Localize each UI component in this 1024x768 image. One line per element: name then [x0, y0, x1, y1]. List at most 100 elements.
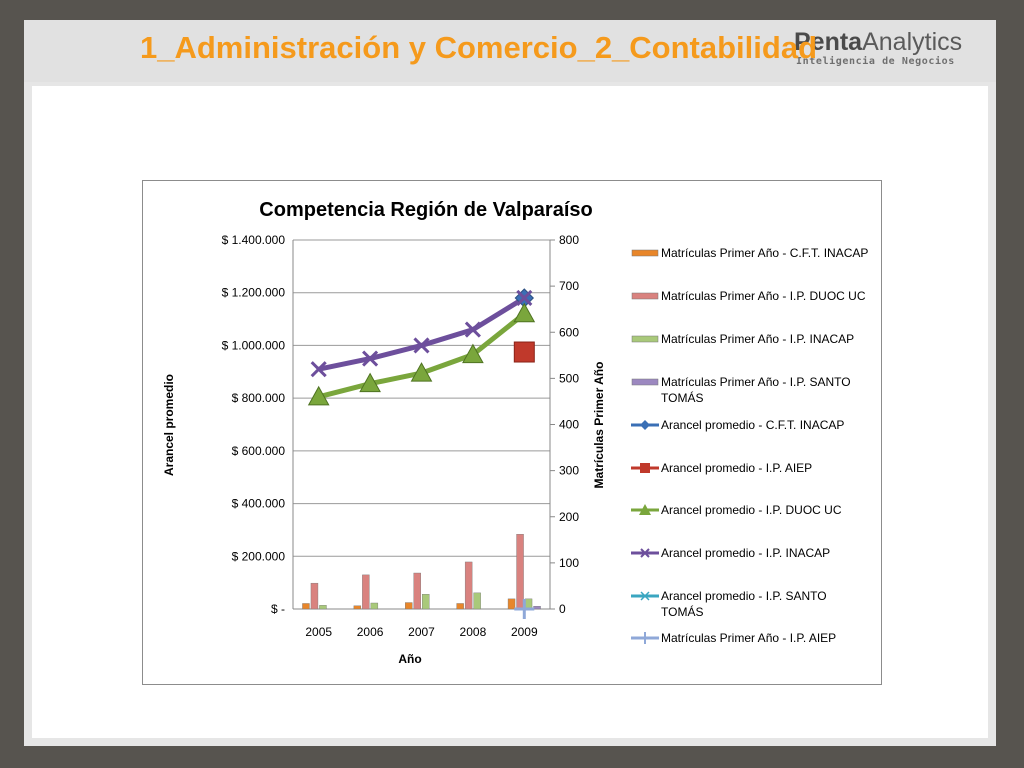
chart-gridlines	[293, 239, 550, 610]
chart-axes	[292, 239, 555, 610]
bar	[302, 603, 310, 610]
legend-marker	[639, 504, 651, 515]
legend-marker	[640, 591, 650, 601]
y2-tick-label: 700	[559, 279, 579, 293]
point-marker	[307, 385, 330, 406]
legend-swatch	[631, 378, 659, 386]
y2-tick-label: 500	[559, 371, 579, 385]
legend-label: Arancel promedio - I.P. INACAP	[661, 546, 831, 560]
bar	[473, 592, 481, 610]
bar	[319, 605, 327, 610]
legend-swatch	[631, 420, 659, 430]
legend-label: Arancel promedio - I.P. SANTO TOMÁS	[661, 589, 827, 619]
bar	[456, 603, 464, 610]
chart-container: Competencia Región de Valparaíso $ - $ 20…	[142, 180, 882, 685]
slide-header	[24, 20, 996, 82]
bar	[464, 561, 473, 610]
bar	[370, 602, 379, 610]
legend-label: Matrículas Primer Año - I.P. INACAP	[661, 332, 855, 346]
bar	[362, 574, 370, 610]
y2-tick-label: 600	[559, 325, 579, 339]
bar	[507, 598, 516, 610]
bar	[413, 572, 421, 610]
point-marker	[464, 321, 481, 338]
legend-swatch	[631, 504, 659, 515]
bar	[533, 606, 541, 610]
legend-swatch	[631, 292, 659, 300]
point-marker	[410, 362, 433, 382]
legend-label: Arancel promedio - I.P. AIEP	[661, 461, 813, 475]
point-marker	[359, 372, 381, 393]
point-marker	[513, 341, 535, 363]
legend-label: Matrículas Primer Año - I.P. SANTO TOMÁS	[661, 375, 851, 405]
series-line	[318, 295, 526, 372]
slide-title: 1_Administración y Comercio_2_Contabilid…	[140, 30, 818, 65]
y-tick-label: $ 200.000	[232, 549, 286, 563]
slide: PentaAnalytics Inteligencia de Negocios …	[24, 20, 996, 746]
y2-tick-label: 100	[559, 556, 579, 570]
point-marker	[462, 343, 484, 364]
x-tick-label: 2009	[511, 625, 538, 639]
point-marker	[362, 350, 379, 367]
logo-bold-part: Penta	[794, 28, 863, 56]
legend-swatch	[631, 335, 659, 343]
y-tick-label: $ 1.000.000	[222, 338, 286, 352]
legend-label: Arancel promedio - I.P. DUOC UC	[661, 503, 842, 517]
legend-label: Matrículas Primer Año - I.P. AIEP	[661, 631, 837, 645]
y-tick-label: $ -	[271, 602, 285, 616]
legend-bar-swatch	[631, 249, 659, 257]
chart-svg: Competencia Región de Valparaíso $ - $ 20…	[162, 199, 606, 666]
point-marker	[310, 361, 327, 378]
legend-marker	[640, 463, 650, 473]
chart-tick-labels: $ - $ 200.000 $ 400.000 $ 600.000 $ 800.000 $…	[222, 233, 580, 639]
y-tick-label: $ 1.400.000	[222, 233, 286, 247]
x-tick-label: 2005	[305, 625, 332, 639]
x-tick-label: 2008	[460, 625, 487, 639]
legend-bar-swatch	[631, 292, 659, 300]
point-marker	[513, 302, 536, 323]
y2-tick-label: 0	[559, 602, 566, 616]
y2-tick-label: 800	[559, 233, 579, 247]
y2-tick-label: 200	[559, 510, 579, 524]
bar	[422, 594, 430, 610]
y2-tick-label: 300	[559, 464, 579, 478]
y-tick-label: $ 600.000	[232, 444, 286, 458]
series-line	[318, 311, 526, 400]
bar	[405, 602, 413, 610]
logo-tagline: Inteligencia de Negocios	[796, 56, 955, 67]
point-marker	[516, 289, 533, 307]
point-marker	[413, 337, 430, 354]
y2-axis-label: Matrículas Primer Año	[592, 362, 606, 489]
x-axis-label: Año	[398, 652, 421, 666]
bar	[310, 582, 319, 610]
legend-swatch	[631, 463, 659, 473]
chart-lines	[307, 288, 536, 619]
legend-bar-swatch	[631, 335, 659, 343]
bar	[353, 605, 362, 610]
logo-wordmark: PentaAnalytics	[794, 28, 962, 56]
y-tick-label: $ 1.200.000	[222, 286, 286, 300]
bar	[524, 598, 533, 610]
x-tick-label: 2006	[357, 625, 384, 639]
legend-swatch	[631, 632, 659, 644]
x-tick-label: 2007	[408, 625, 435, 639]
y-axis-label: Arancel promedio	[162, 374, 176, 476]
legend-label: Matrículas Primer Año - C.F.T. INACAP	[661, 246, 869, 260]
legend-label: Arancel promedio - C.F.T. INACAP	[661, 418, 845, 432]
y-tick-label: $ 400.000	[232, 497, 286, 511]
y2-tick-label: 400	[559, 418, 579, 432]
legend-label: Matrículas Primer Año - I.P. DUOC UC	[661, 289, 866, 303]
company-logo: PentaAnalytics Inteligencia de Negocios	[794, 28, 962, 67]
legend-swatch	[631, 591, 659, 601]
legend-bar-swatch	[631, 378, 659, 386]
legend-marker	[640, 548, 650, 558]
legend-swatch	[631, 249, 659, 257]
point-marker	[514, 599, 535, 619]
logo-regular-part: Analytics	[862, 28, 963, 56]
legend-swatch	[631, 548, 659, 558]
bar	[516, 534, 524, 610]
chart-bars	[302, 534, 541, 610]
y-tick-label: $ 800.000	[232, 391, 286, 405]
chart-title: Competencia Región de Valparaíso	[259, 199, 592, 221]
legend-marker	[640, 420, 650, 430]
